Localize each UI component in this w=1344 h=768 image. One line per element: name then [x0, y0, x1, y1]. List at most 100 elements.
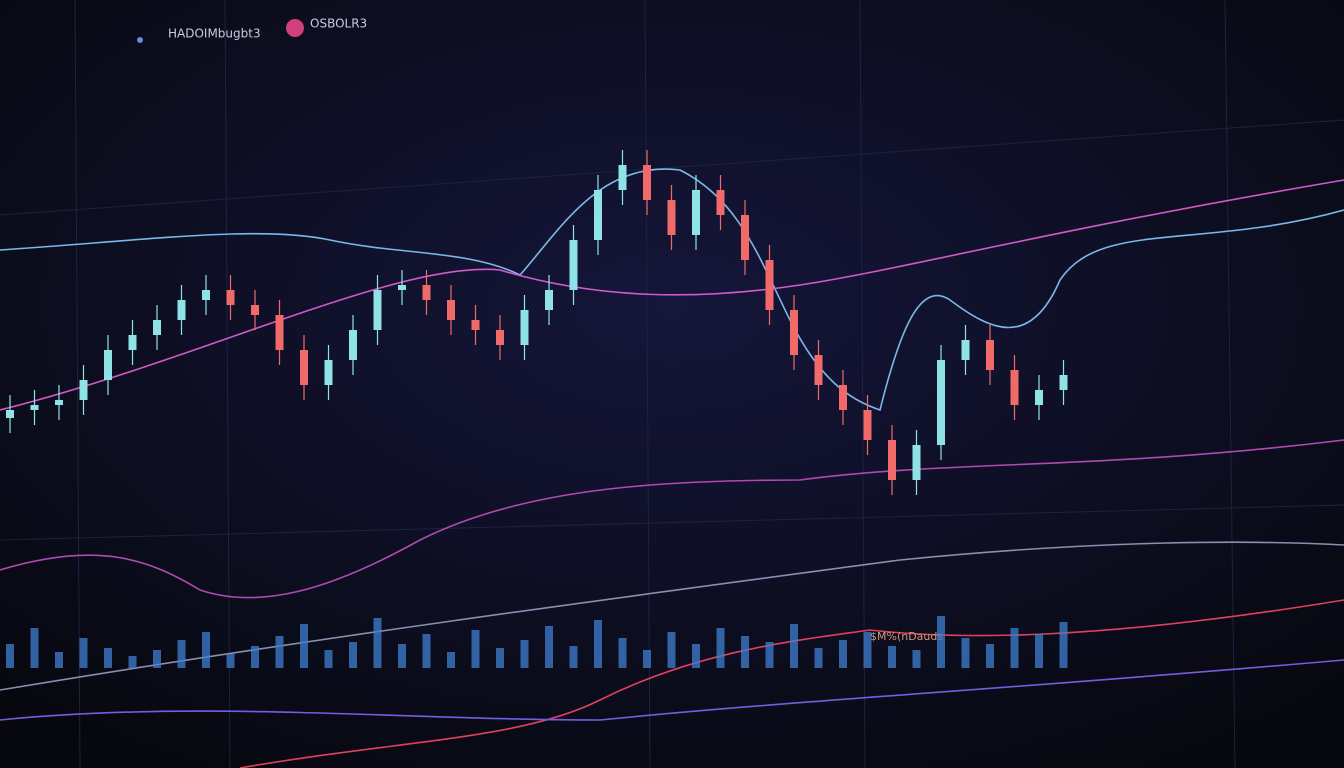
- indicator-line: [0, 541, 1344, 691]
- candle-body: [1010, 370, 1019, 405]
- candle-body: [30, 405, 39, 410]
- indicator-line: [0, 439, 1344, 599]
- volume-bar: [741, 636, 749, 668]
- volume-bar: [496, 648, 504, 668]
- candle-body: [594, 190, 602, 240]
- volume-bar: [79, 638, 88, 668]
- volume-bar: [814, 648, 823, 668]
- candle-body: [202, 290, 210, 300]
- volume-bar: [863, 632, 872, 668]
- chart-title: HADOIMbugbt3: [168, 27, 261, 41]
- volume-bar: [520, 640, 529, 668]
- candle-body: [741, 215, 749, 260]
- volume-bar: [6, 644, 14, 668]
- volume-bar: [790, 624, 798, 668]
- candle-body: [839, 385, 847, 410]
- candle-body: [1059, 375, 1068, 390]
- volume-bar: [912, 650, 921, 668]
- candle-body: [177, 300, 186, 320]
- candle-body: [153, 320, 161, 335]
- volume-bar: [373, 618, 382, 668]
- volume-bar: [324, 650, 333, 668]
- volume-bar: [716, 628, 725, 668]
- candle-body: [986, 340, 994, 370]
- candle-body: [373, 290, 382, 330]
- volume-bar: [471, 630, 480, 668]
- volume-bar: [1035, 634, 1043, 668]
- candle-body: [55, 400, 63, 405]
- candle-body: [447, 300, 455, 320]
- volume-bar: [30, 628, 39, 668]
- candle-body: [667, 200, 676, 235]
- candle-body: [422, 285, 431, 300]
- candle-body: [520, 310, 529, 345]
- volume-bar: [251, 646, 259, 668]
- candle-body: [496, 330, 504, 345]
- candle-body: [692, 190, 700, 235]
- candle-body: [275, 315, 284, 350]
- indicator-line: [0, 659, 1344, 721]
- volume-bar: [422, 634, 431, 668]
- candle-body: [300, 350, 308, 385]
- volume-bar: [594, 620, 602, 668]
- candle-body: [1035, 390, 1043, 405]
- volume-bar: [961, 638, 970, 668]
- candle-body: [888, 440, 896, 480]
- chart-subtitle: OSBOLR3: [310, 17, 367, 31]
- volume-bar: [177, 640, 186, 668]
- volume-bar: [765, 642, 774, 668]
- volume-bar: [349, 642, 357, 668]
- candle-body: [765, 260, 774, 310]
- candle-body: [6, 410, 14, 418]
- volume-bar: [986, 644, 994, 668]
- volume-bar: [545, 626, 553, 668]
- candle-body: [349, 330, 357, 360]
- volume-bar: [55, 652, 63, 668]
- volume-bar: [275, 636, 284, 668]
- volume-bar: [569, 646, 578, 668]
- annotation: $M%(nDauds: [870, 630, 943, 643]
- candle-body: [814, 355, 823, 385]
- candle-body: [545, 290, 553, 310]
- candle-body: [251, 305, 259, 315]
- volume-bar: [447, 652, 455, 668]
- candle-body: [863, 410, 872, 440]
- indicator-line: [0, 168, 1344, 412]
- candle-body: [716, 190, 725, 215]
- volume-bar: [128, 656, 137, 668]
- volume-bar: [202, 632, 210, 668]
- volume-bar: [226, 654, 235, 668]
- volume-bar: [888, 646, 896, 668]
- volume-bar: [300, 624, 308, 668]
- volume-bar: [937, 616, 945, 668]
- volume-bar: [104, 648, 112, 668]
- volume-bar: [643, 650, 651, 668]
- indicator-line: [239, 599, 1344, 768]
- volume-bar: [618, 638, 627, 668]
- volume-bar: [1010, 628, 1019, 668]
- icon: [286, 19, 304, 37]
- candle-body: [398, 285, 406, 290]
- candle-body: [471, 320, 480, 330]
- candle-body: [961, 340, 970, 360]
- candle-body: [226, 290, 235, 305]
- candle-body: [569, 240, 578, 290]
- candle-body: [643, 165, 651, 200]
- candle-body: [128, 335, 137, 350]
- volume-bar: [398, 644, 406, 668]
- indicator-line: [0, 179, 1344, 411]
- candle-body: [618, 165, 627, 190]
- volume-bar: [667, 632, 676, 668]
- candle-body: [324, 360, 333, 385]
- indicator-lines: [0, 168, 1344, 768]
- volume-bar: [839, 640, 847, 668]
- volume-bar: [692, 644, 700, 668]
- volume-bar: [1059, 622, 1068, 668]
- candle-body: [104, 350, 112, 380]
- icon: [137, 37, 143, 43]
- candle-body: [790, 310, 798, 355]
